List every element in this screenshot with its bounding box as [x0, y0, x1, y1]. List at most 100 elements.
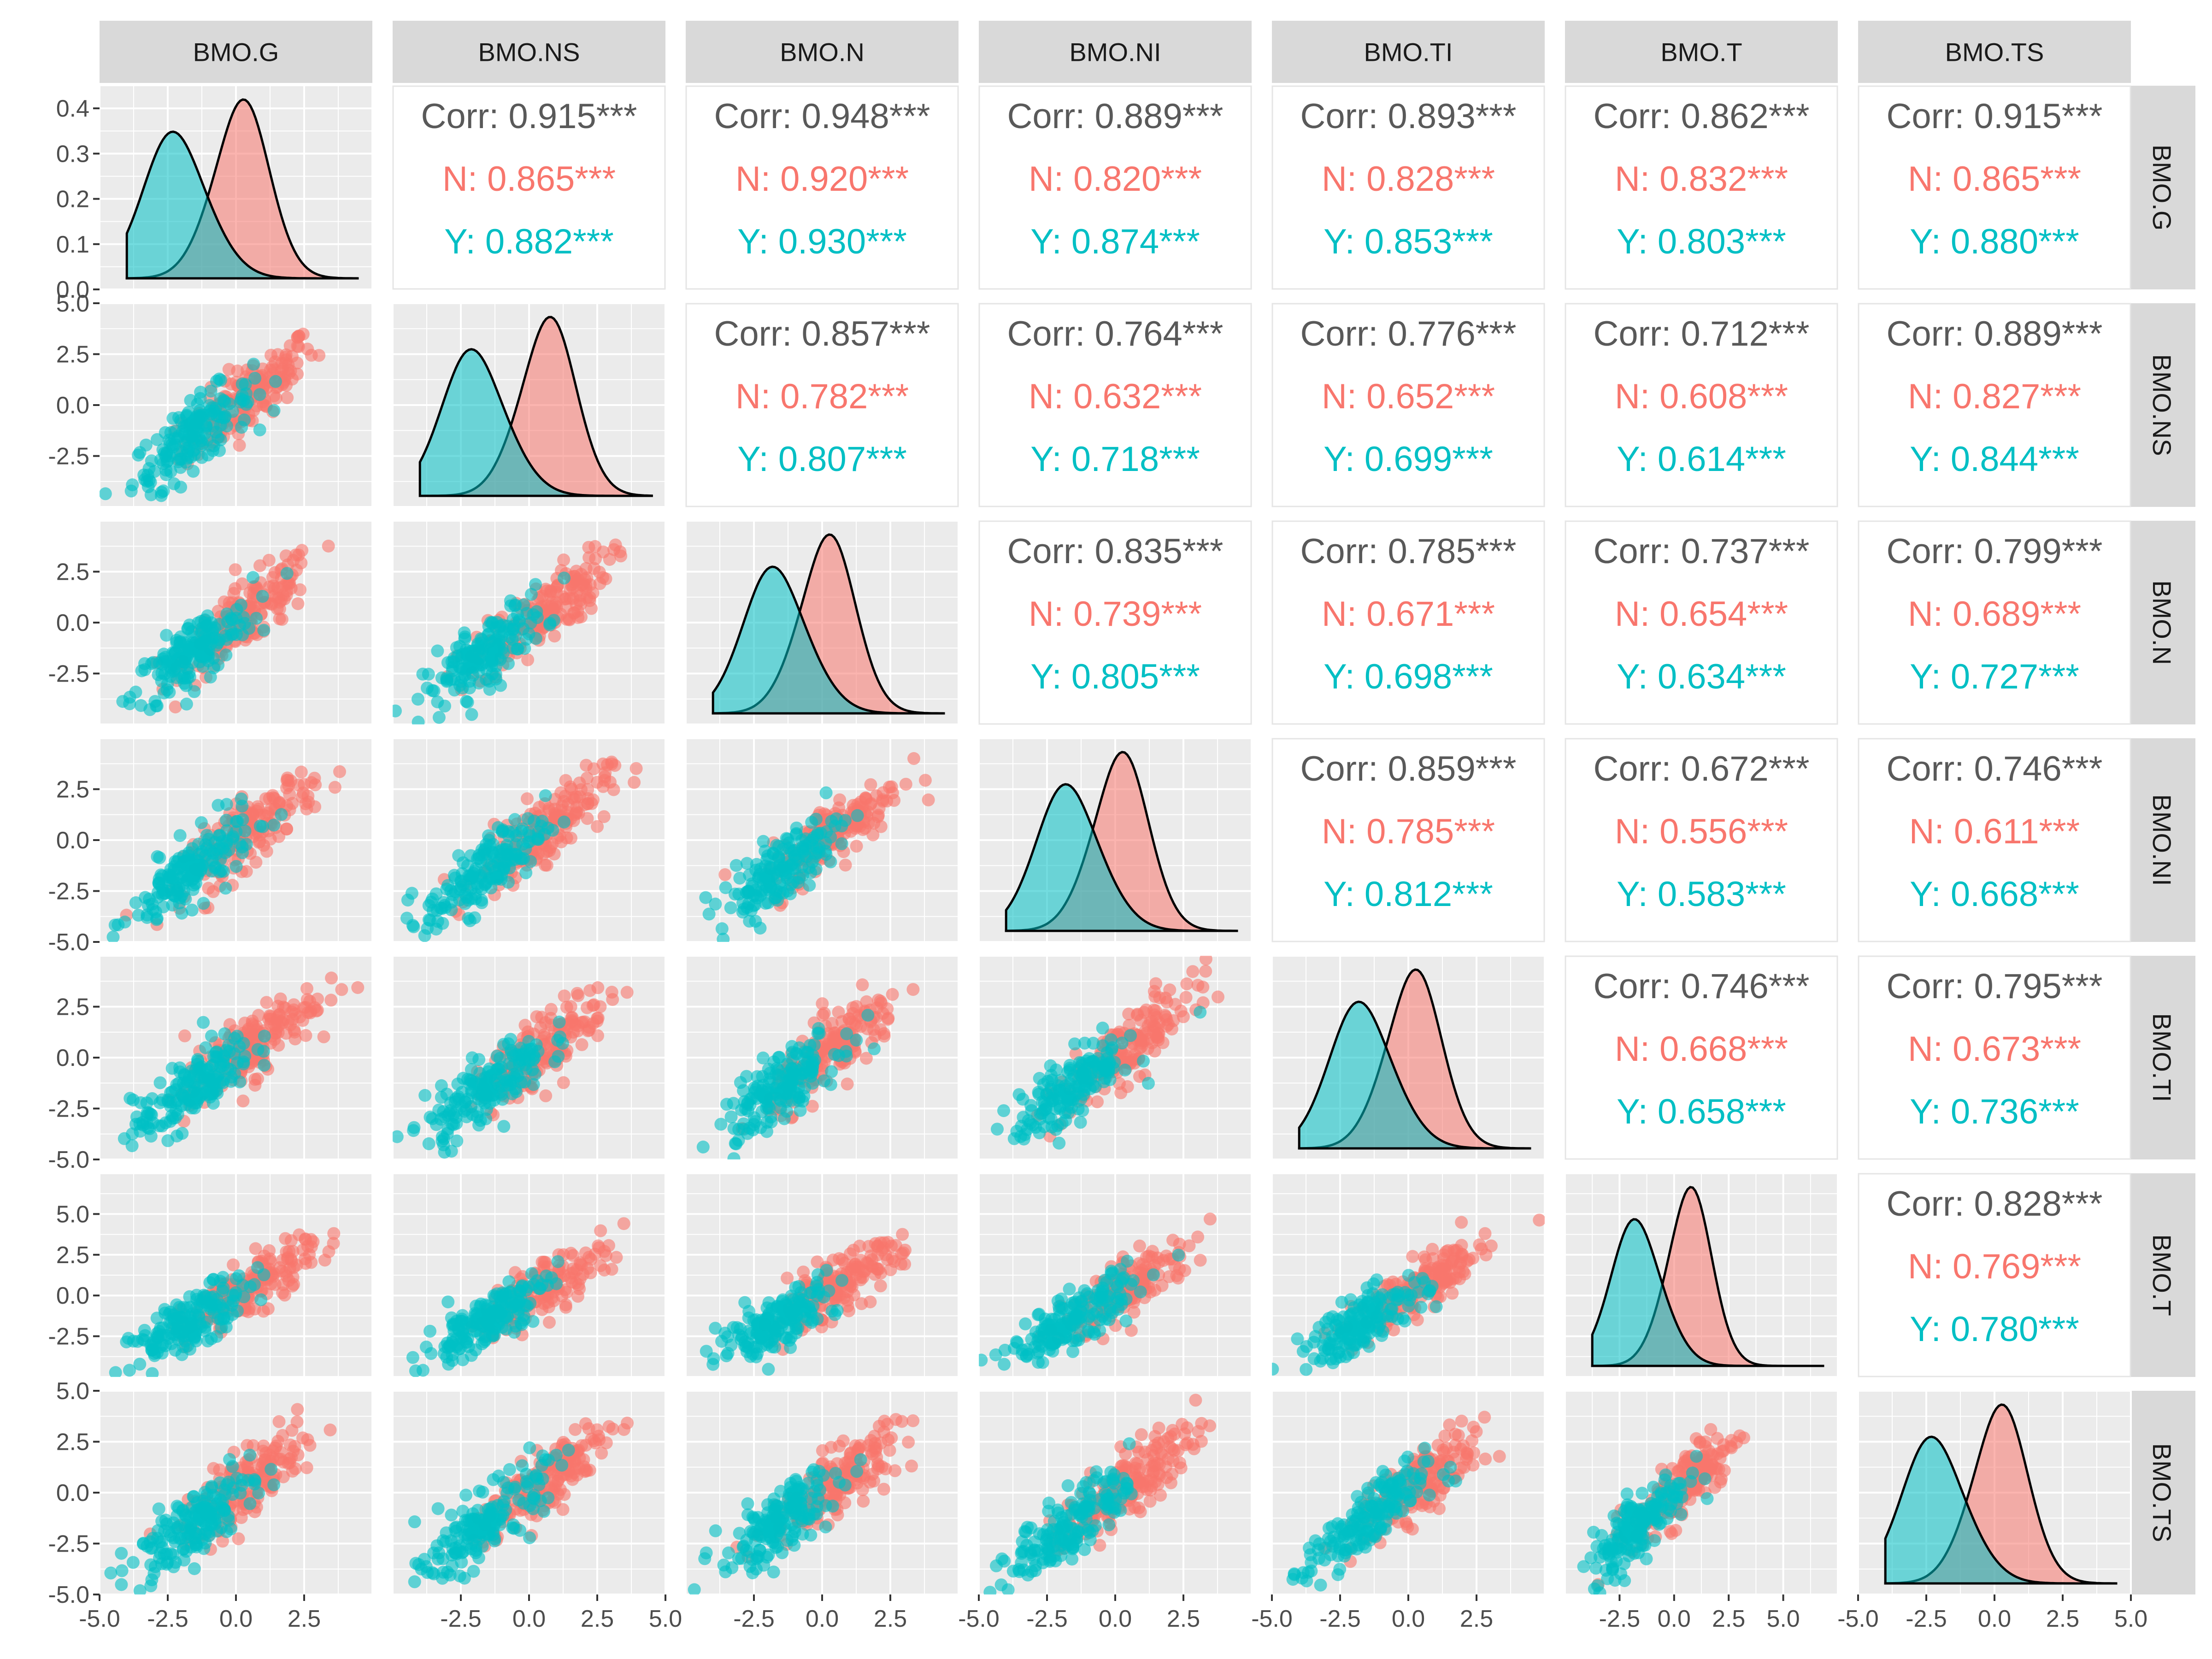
- point-y: [126, 478, 139, 491]
- point-y: [788, 862, 801, 876]
- panel-3-1: [392, 737, 666, 943]
- point-y: [991, 1123, 1004, 1136]
- point-y: [799, 839, 812, 853]
- scatter-points: [109, 1227, 341, 1377]
- point-n: [579, 1246, 592, 1259]
- strip-bg: [1565, 21, 1838, 83]
- point-y: [412, 693, 424, 706]
- point-y: [777, 1112, 791, 1125]
- point-n: [569, 1277, 582, 1290]
- point-n: [579, 579, 593, 592]
- point-n: [1091, 1095, 1104, 1108]
- point-y: [185, 853, 198, 866]
- point-y: [406, 1351, 419, 1364]
- point-y: [191, 869, 204, 882]
- point-y: [720, 1349, 733, 1363]
- corr-panel: [1858, 738, 2131, 942]
- point-n: [620, 986, 634, 999]
- point-y: [420, 1341, 433, 1353]
- corr-panel: [1565, 738, 1838, 942]
- scatter-points: [700, 1228, 912, 1376]
- panel-1-4: Corr: 0.776***N: 0.652***Y: 0.699***: [1271, 303, 1545, 507]
- point-n: [594, 1000, 607, 1013]
- point-n: [322, 1245, 335, 1259]
- corr-group-y: Y: 0.614***: [1617, 440, 1786, 479]
- point-y: [171, 1318, 185, 1331]
- point-y: [418, 1089, 432, 1102]
- point-y: [461, 1093, 474, 1106]
- point-y: [100, 487, 112, 500]
- point-y: [155, 674, 168, 688]
- point-n: [816, 1008, 830, 1022]
- point-y: [183, 618, 196, 632]
- corr-group-y: Y: 0.583***: [1617, 875, 1786, 914]
- point-n: [579, 562, 593, 575]
- scatter-points: [118, 971, 365, 1153]
- point-n: [1199, 965, 1212, 978]
- point-y: [1105, 1043, 1118, 1057]
- scatter-points: [106, 765, 346, 942]
- point-y: [523, 829, 536, 842]
- point-y: [790, 1310, 803, 1323]
- panel-3-3: [978, 737, 1253, 943]
- corr-overall: Corr: 0.746***: [1594, 967, 1810, 1006]
- point-n: [922, 793, 935, 806]
- corr-panel: [1565, 520, 1838, 725]
- point-y: [177, 1300, 190, 1314]
- point-y: [517, 622, 529, 635]
- point-y: [471, 852, 484, 865]
- corr-panel: [1858, 85, 2131, 290]
- point-y: [512, 1284, 525, 1297]
- point-y: [109, 1366, 122, 1377]
- point-y: [757, 1090, 771, 1104]
- point-y: [835, 837, 848, 850]
- corr-group-y: Y: 0.853***: [1324, 222, 1493, 261]
- panel-1-1: [392, 302, 666, 508]
- point-y: [809, 862, 823, 876]
- point-y: [519, 866, 533, 879]
- panel-5-1: [392, 1172, 666, 1378]
- point-y: [444, 673, 458, 686]
- point-y: [172, 881, 185, 894]
- density-y: [1298, 1000, 1531, 1150]
- point-n: [853, 819, 867, 833]
- point-n: [508, 1266, 522, 1279]
- point-n: [521, 792, 534, 806]
- panel-4-6: Corr: 0.795***N: 0.673***Y: 0.736***: [1858, 955, 2131, 1160]
- density-y: [418, 348, 652, 497]
- point-n: [882, 780, 896, 794]
- point-y: [393, 1130, 404, 1143]
- point-y: [177, 1329, 190, 1342]
- point-y: [754, 1332, 768, 1345]
- panel-3-0: [99, 737, 373, 943]
- strip-bg: [2129, 1173, 2195, 1377]
- point-n: [1149, 977, 1163, 990]
- point-n: [521, 653, 535, 666]
- point-y: [810, 841, 824, 855]
- point-y: [210, 1070, 223, 1083]
- panel-2-5: Corr: 0.737***N: 0.654***Y: 0.634***: [1565, 520, 1838, 725]
- strip-bg: [1272, 21, 1545, 83]
- point-y: [490, 1049, 504, 1063]
- point-n: [272, 1039, 285, 1052]
- point-y: [190, 1058, 204, 1071]
- corr-group-n: N: 0.920***: [735, 159, 909, 199]
- panel-0-1: Corr: 0.915***N: 0.865***Y: 0.882***: [392, 85, 666, 290]
- point-y: [441, 1122, 455, 1135]
- point-n: [1165, 1023, 1178, 1035]
- point-y: [483, 683, 496, 696]
- strip-label: BMO.NS: [2147, 354, 2177, 456]
- point-y: [774, 1101, 787, 1114]
- point-n: [602, 1239, 615, 1252]
- point-y: [548, 1055, 561, 1069]
- point-y: [412, 715, 425, 724]
- strip-label: BMO.N: [2147, 580, 2177, 665]
- corr-overall: Corr: 0.799***: [1887, 532, 2103, 571]
- point-y: [741, 884, 755, 898]
- point-y: [474, 1328, 487, 1341]
- point-n: [305, 348, 318, 362]
- point-n: [596, 780, 610, 793]
- corr-panel: [685, 85, 959, 290]
- point-y: [484, 859, 498, 872]
